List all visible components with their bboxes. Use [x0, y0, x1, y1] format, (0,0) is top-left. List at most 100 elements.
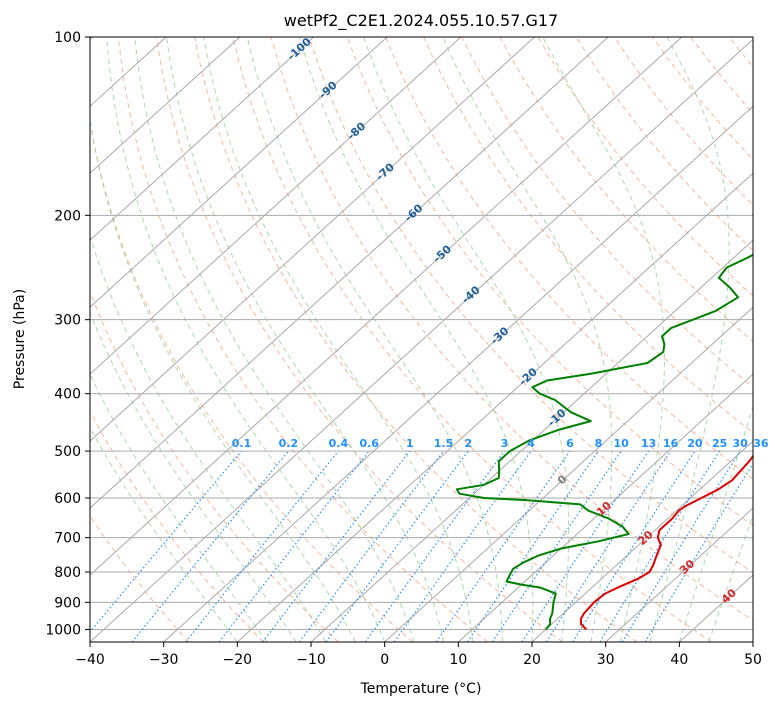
x-tick-label: 10	[449, 652, 467, 668]
sounding-profiles	[455, 253, 753, 631]
isotherm-line	[90, 37, 462, 375]
isotherm-line	[90, 37, 314, 241]
dry-adiabat	[537, 37, 753, 297]
mixing-ratio-label: 25	[712, 437, 727, 450]
mixing-ratio-line	[467, 450, 599, 642]
x-tick-label: 0	[380, 652, 389, 668]
moist-adiabat	[649, 37, 730, 642]
y-tick-label: 600	[54, 491, 81, 507]
mixing-ratio-label: 36	[753, 437, 769, 450]
x-tick-label: 40	[670, 652, 688, 668]
isotherm-line	[90, 37, 683, 576]
mixing-ratio-line	[325, 450, 469, 642]
isotherm-line	[310, 239, 753, 642]
sounding-line	[455, 253, 753, 631]
x-tick-label: 20	[523, 652, 541, 668]
dry-adiabat	[308, 37, 753, 574]
mixing-ratio-line	[545, 450, 672, 642]
mixing-ratio-line	[393, 450, 532, 642]
isotherm-line	[163, 105, 753, 642]
plot-frame	[89, 36, 754, 643]
mixing-ratio-label: 0.1	[232, 437, 252, 450]
dry-adiabat	[385, 37, 753, 480]
isotherm-line	[236, 172, 753, 642]
mixing-ratio-label: 16	[663, 437, 679, 450]
isotherm-line	[384, 306, 753, 642]
dry-adiabat	[194, 37, 638, 642]
y-tick-label: 900	[54, 595, 81, 611]
moist-adiabat	[90, 311, 297, 642]
moist-adiabat	[363, 37, 570, 642]
moist-adiabat	[299, 37, 534, 642]
mixing-ratio-line	[491, 450, 622, 642]
dry-adiabat	[270, 37, 753, 621]
dry-adiabat	[90, 410, 264, 642]
sounding-line	[579, 454, 753, 631]
dry-adiabat	[499, 37, 753, 343]
mixing-ratio-line	[90, 450, 242, 634]
isotherm-line	[90, 37, 388, 308]
x-tick-label: 30	[597, 652, 615, 668]
y-tick-label: 800	[54, 565, 81, 581]
background-lines	[90, 37, 775, 642]
x-tick-label: −10	[296, 652, 326, 668]
x-tick-label: 50	[744, 652, 762, 668]
mixing-ratio-label: 10	[614, 437, 630, 450]
mixing-ratio-line	[364, 450, 505, 642]
isotherm-line	[605, 507, 753, 642]
mixing-ratio-label: 1	[406, 437, 414, 450]
mixing-ratio-label: 8	[595, 437, 603, 450]
x-tick-label: −20	[223, 652, 253, 668]
chart-title: wetPf2_C2E1.2024.055.10.57.G17	[284, 11, 558, 31]
moist-adiabat	[90, 233, 327, 642]
mixing-ratio-label: 4	[527, 437, 535, 450]
mixing-ratio-label: 0.6	[359, 437, 379, 450]
moist-adiabat	[106, 37, 386, 642]
moist-adiabat	[678, 404, 753, 642]
y-tick-label: 1000	[45, 622, 81, 638]
y-tick-label: 400	[54, 387, 81, 403]
x-tick-label: −40	[75, 652, 105, 668]
dry-adiabat	[156, 37, 563, 642]
mixing-ratio-label: 30	[732, 437, 748, 450]
y-tick-label: 100	[54, 30, 81, 46]
mixing-ratio-label: 13	[641, 437, 656, 450]
y-tick-label: 500	[54, 444, 81, 460]
mixing-ratio-label: 1.5	[434, 437, 454, 450]
dry-adiabat	[90, 290, 339, 642]
isotherm-line	[457, 373, 753, 642]
y-axis-title: Pressure (hPa)	[12, 289, 28, 389]
mixing-ratio-label: 6	[566, 437, 574, 450]
axis-ticks: −40 −30 −20 −10 0 10 20 30 40 5010020030040050060…	[45, 30, 762, 668]
y-tick-label: 700	[54, 531, 81, 547]
y-tick-label: 300	[54, 313, 81, 329]
mixing-ratio-line	[572, 450, 696, 642]
dry-adiabat	[117, 37, 488, 642]
mixing-ratio-label: 20	[687, 437, 703, 450]
moist-adiabat	[90, 116, 356, 642]
mixing-ratio-label: 3	[501, 437, 509, 450]
mixing-ratio-line	[435, 450, 571, 642]
y-tick-label: 200	[54, 208, 81, 224]
x-tick-label: −30	[149, 652, 179, 668]
dry-adiabat	[90, 514, 190, 642]
moist-adiabat	[246, 37, 503, 642]
moist-adiabat	[203, 37, 474, 642]
mixing-ratio-line	[298, 450, 444, 642]
moist-adiabat	[90, 426, 238, 642]
dry-adiabat	[767, 37, 775, 642]
isotherm-line	[90, 38, 753, 642]
mixing-ratio-label: 2	[464, 437, 472, 450]
mixing-ratio-line	[131, 450, 289, 642]
x-axis-title: Temperature (°C)	[360, 681, 482, 697]
isotherm-line	[90, 37, 241, 174]
isotherm-line	[90, 37, 535, 442]
moist-adiabat	[442, 37, 613, 642]
moist-adiabat	[90, 373, 268, 642]
mixing-ratio-line	[521, 450, 650, 642]
isotherm-line	[531, 440, 753, 642]
mixing-ratio-label: 0.4	[329, 437, 349, 450]
moist-adiabat	[166, 37, 445, 642]
mixing-ratio-line	[621, 450, 741, 642]
